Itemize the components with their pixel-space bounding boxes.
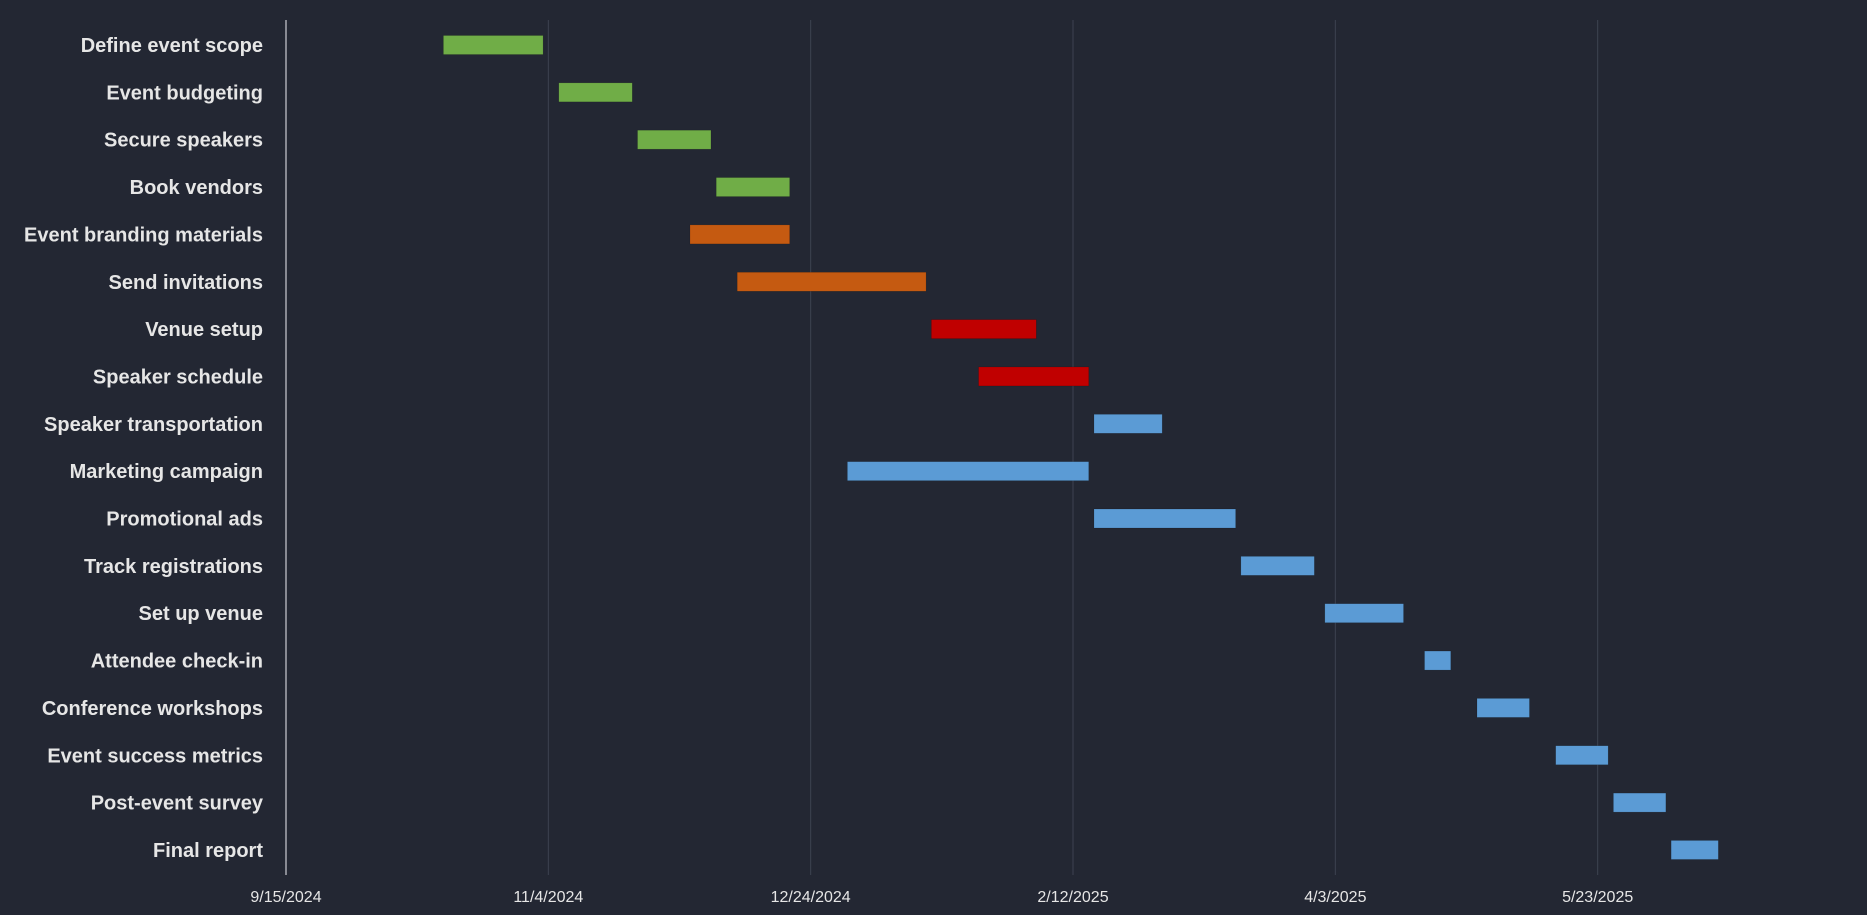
task-bar (931, 319, 1037, 339)
x-tick-label: 9/15/2024 (250, 889, 321, 906)
task-bar (443, 35, 544, 55)
task-label: Define event scope (81, 35, 263, 57)
task-label: Conference workshops (42, 698, 263, 720)
gridlines (547, 20, 1599, 875)
x-axis-tick-labels: 9/15/2024 11/4/2024 12/24/2024 2/12/2025 4/3… (250, 889, 1633, 906)
x-tick-label: 12/24/2024 (771, 889, 851, 906)
task-bar (1240, 556, 1315, 576)
task-bar (1093, 414, 1163, 434)
task-label: Set up venue (139, 603, 263, 625)
task-bar (847, 461, 1089, 481)
task-label: Event success metrics (47, 745, 263, 767)
task-bar (1555, 745, 1609, 765)
task-bar (1424, 650, 1452, 671)
task-bar (689, 224, 790, 245)
task-bar (637, 129, 712, 150)
task-label: Speaker transportation (44, 414, 263, 436)
task-label: Marketing campaign (70, 461, 263, 483)
task-bar (1476, 698, 1530, 718)
task-bar (1613, 792, 1667, 813)
task-label: Book vendors (130, 177, 263, 199)
task-label: Secure speakers (104, 130, 263, 152)
task-label: Attendee check-in (91, 651, 263, 673)
task-bar (1093, 508, 1236, 529)
task-bar (715, 177, 790, 197)
task-bars (443, 35, 1719, 860)
task-label: Final report (153, 840, 263, 862)
task-label: Event branding materials (24, 224, 263, 246)
task-bar (1324, 603, 1404, 623)
x-tick-label: 4/3/2025 (1304, 889, 1366, 906)
task-label: Send invitations (109, 272, 263, 294)
x-tick-label: 11/4/2024 (513, 889, 583, 906)
task-label: Track registrations (84, 556, 263, 578)
task-bar (736, 272, 927, 292)
x-tick-label: 2/12/2025 (1037, 889, 1108, 906)
task-labels: Define event scope Event budgeting Secure … (24, 35, 264, 862)
x-tick-label: 5/23/2025 (1562, 889, 1633, 906)
task-label: Promotional ads (106, 509, 263, 531)
task-bar (1670, 840, 1719, 860)
task-bar (978, 366, 1089, 387)
task-label: Speaker schedule (93, 366, 263, 388)
task-label: Event budgeting (106, 82, 263, 104)
task-label: Venue setup (145, 319, 263, 341)
task-label: Post-event survey (91, 793, 264, 815)
task-bar (558, 82, 633, 103)
